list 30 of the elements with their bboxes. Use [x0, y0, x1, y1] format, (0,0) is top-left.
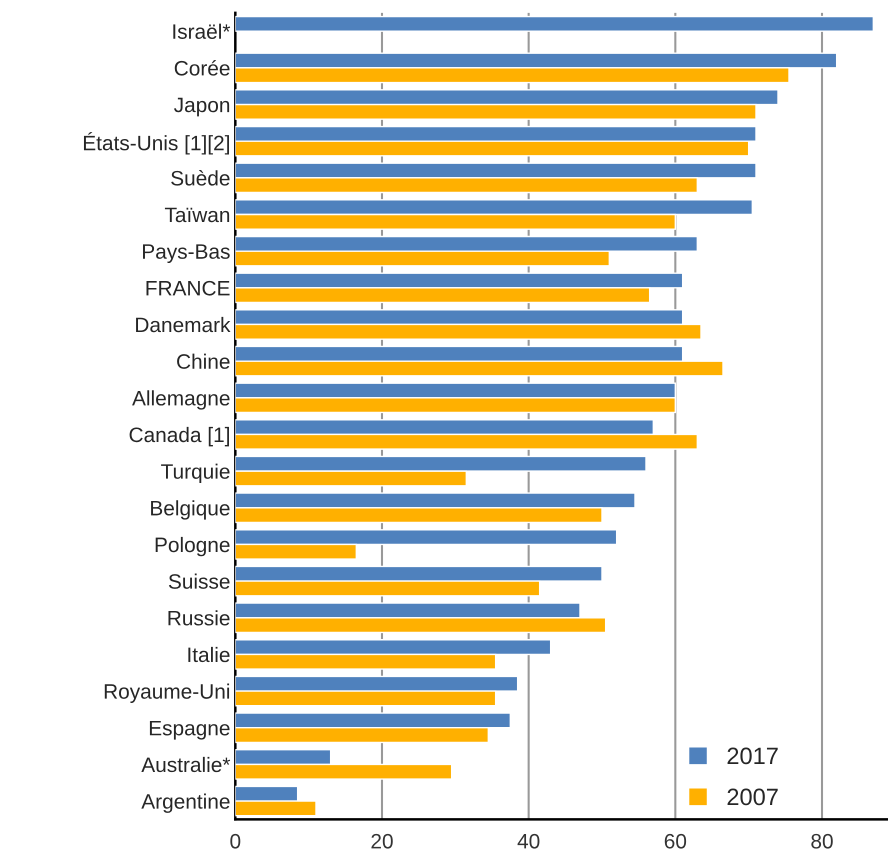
- x-tick-label: 20: [371, 834, 393, 849]
- y-tick-label: Allemagne: [132, 390, 230, 410]
- y-tick-label: Suède: [171, 170, 230, 186]
- legend-label: 2007: [728, 788, 778, 806]
- x-tick-label: 40: [518, 834, 540, 849]
- y-tick-label: Belgique: [151, 500, 230, 520]
- y-tick-label: Pays-Bas: [143, 244, 230, 264]
- y-tick-label: Israël*: [173, 24, 230, 39]
- y-tick-label: Australie*: [141, 756, 230, 772]
- x-tick-label: 80: [811, 834, 833, 849]
- y-tick-label: Turquie: [161, 464, 230, 483]
- x-tick-label: 60: [664, 834, 686, 849]
- y-tick-label: Corée: [174, 60, 230, 76]
- y-tick-label: Pologne: [156, 536, 230, 556]
- y-tick-label: États-Unis [1][2]: [84, 132, 229, 155]
- x-tick-label: 0: [230, 834, 240, 849]
- bar: [235, 16, 874, 32]
- y-tick-label: FRANCE: [146, 280, 230, 296]
- y-tick-label: Russie: [168, 610, 230, 626]
- y-tick-label: Italie: [188, 646, 230, 662]
- y-tick-label: Royaume-Uni: [104, 684, 230, 703]
- y-tick-label: Espagne: [150, 720, 230, 740]
- y-tick-label: Danemark: [136, 316, 230, 332]
- y-tick-label: Canada [1]: [130, 426, 229, 446]
- y-tick-label: Chine: [177, 354, 230, 369]
- y-tick-label: Suisse: [168, 574, 230, 589]
- y-tick-label: Japon: [174, 98, 230, 116]
- y-tick-label: Argentine: [141, 794, 230, 813]
- y-tick-label: Taïwan: [164, 208, 230, 222]
- legend-label: 2017: [728, 748, 778, 764]
